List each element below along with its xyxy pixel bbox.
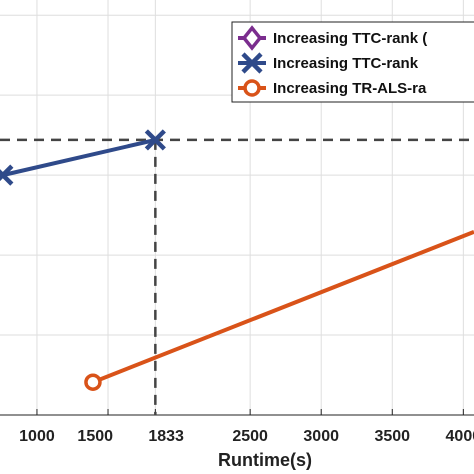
legend-label: Increasing TTC-rank — [273, 55, 419, 72]
legend: Increasing TTC-rank ( Increasing TTC-rank… — [231, 21, 474, 103]
legend-box — [231, 21, 474, 103]
x-axis-label: Runtime(s) — [218, 450, 312, 470]
marker — [243, 79, 261, 97]
x-tick-label: 4000 — [446, 428, 474, 445]
marker — [84, 373, 102, 391]
x-tick-label: 3000 — [303, 428, 339, 445]
marker — [0, 164, 14, 186]
x-tick-label: 1833 — [148, 428, 184, 445]
series-line — [92, 230, 474, 385]
x-tick-label: 3500 — [374, 428, 410, 445]
x-tick-label: 1000 — [19, 428, 55, 445]
x-tick-label: 2500 — [232, 428, 268, 445]
series-line — [2, 137, 156, 178]
legend-label: Increasing TR-ALS-ra — [273, 80, 427, 97]
x-tick-label: 1500 — [77, 428, 113, 445]
marker — [144, 129, 166, 151]
marker — [241, 52, 263, 74]
marker — [241, 25, 263, 51]
legend-label: Increasing TTC-rank ( — [273, 30, 427, 47]
